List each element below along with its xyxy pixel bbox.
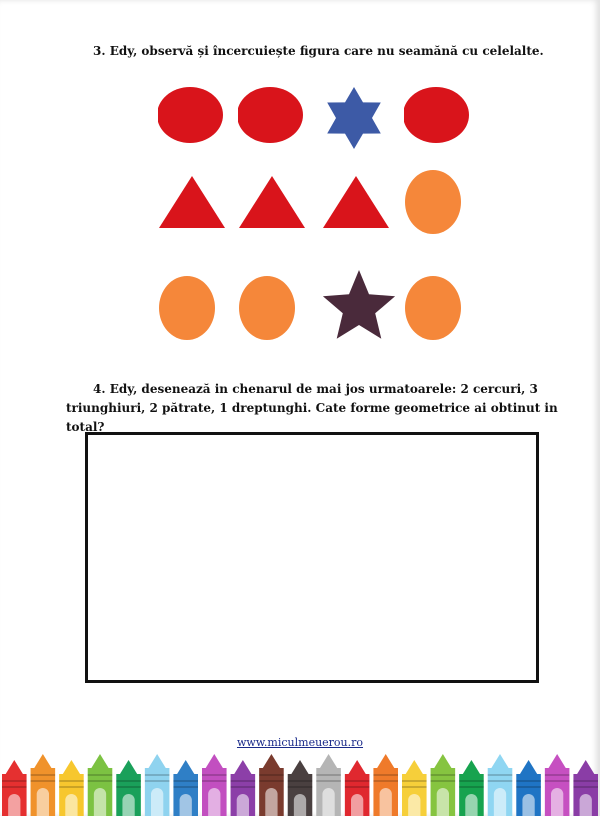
exercise-3-title: 3. Edy, observă și încercuiește figura c… [93,44,544,58]
circle-shape[interactable] [238,270,318,350]
circle-shape[interactable] [404,270,484,350]
crayon [173,760,198,816]
crayon [30,754,56,816]
crayon [316,754,341,816]
crayon [430,754,456,816]
circle-fill [238,87,303,143]
crayon [459,760,484,816]
crayon [116,760,141,816]
triangle-shape[interactable] [322,164,402,244]
star-fill [327,87,381,149]
crayon [59,760,84,816]
circle-fill [239,276,295,340]
triangle-fill [323,176,389,228]
star-shape[interactable] [322,82,402,162]
drawing-box[interactable] [85,432,539,683]
crayon [344,760,370,816]
crayon-border [2,754,598,816]
triangle-fill [239,176,305,228]
crayon [2,760,27,816]
star-fill [322,270,396,339]
shape-row-2 [0,164,600,244]
crayon [202,754,227,816]
circle-fill [405,170,461,234]
circle-fill [404,87,469,143]
crayon [487,754,513,816]
circle-fill [159,276,215,340]
triangle-shape[interactable] [158,164,238,244]
shape-row-3 [0,270,600,350]
shape-row-1 [0,82,600,162]
website-link[interactable]: www.miculmeuerou.ro [236,736,364,749]
circle-shape[interactable] [158,82,238,162]
triangle-fill [159,176,225,228]
circle-fill [405,276,461,340]
crayon [402,760,427,816]
star-shape[interactable] [322,270,402,350]
crayon [230,760,256,816]
crayon [516,760,541,816]
crayon [287,760,313,816]
circle-shape[interactable] [238,82,318,162]
crayon [87,754,113,816]
crayon [259,754,284,816]
triangle-shape[interactable] [238,164,318,244]
crayon [573,760,598,816]
circle-shape[interactable] [158,270,238,350]
crayon [144,754,170,816]
circle-fill [158,87,223,143]
exercise-4-text: 4. Edy, desenează in chenarul de mai jos… [66,382,558,434]
crayon [544,754,570,816]
circle-shape[interactable] [404,164,484,244]
circle-shape[interactable] [404,82,484,162]
crayon [373,754,398,816]
